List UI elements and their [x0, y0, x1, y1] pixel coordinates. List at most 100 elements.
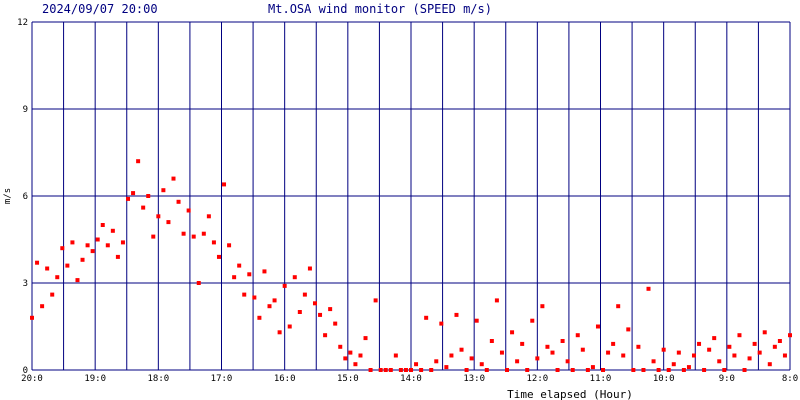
point: [469, 356, 474, 361]
point: [363, 336, 368, 341]
point: [232, 275, 237, 280]
point: [606, 350, 611, 355]
point: [545, 344, 550, 349]
point: [358, 353, 363, 358]
point: [277, 330, 282, 335]
point: [464, 368, 469, 372]
point: [206, 214, 211, 219]
point: [141, 205, 146, 210]
point: [181, 231, 186, 236]
point: [398, 368, 403, 372]
point: [70, 240, 75, 245]
point: [30, 315, 34, 320]
point: [444, 365, 449, 370]
point: [196, 281, 201, 285]
point: [424, 315, 429, 320]
point: [702, 368, 707, 372]
point: [55, 275, 60, 280]
y-tick-label: 3: [23, 279, 28, 289]
point: [621, 353, 626, 358]
point: [449, 353, 454, 358]
point: [247, 272, 252, 277]
point: [388, 368, 393, 372]
point: [555, 368, 560, 372]
point: [510, 330, 515, 335]
point: [732, 353, 737, 358]
point: [474, 318, 479, 323]
point: [65, 263, 70, 268]
point: [626, 327, 631, 332]
point: [479, 362, 484, 367]
point: [697, 341, 702, 346]
point: [257, 315, 262, 320]
point: [216, 254, 221, 259]
point: [535, 356, 540, 361]
point: [35, 260, 40, 265]
point: [393, 353, 398, 358]
point: [136, 159, 141, 164]
point: [515, 359, 520, 364]
point: [686, 365, 691, 370]
point: [484, 368, 489, 372]
point: [585, 368, 590, 372]
y-tick-label: 12: [17, 18, 28, 28]
x-axis-label: Time elapsed (Hour): [507, 388, 633, 400]
point: [115, 254, 120, 259]
x-tick-label: 16:0: [274, 374, 296, 384]
point: [565, 359, 570, 364]
point: [176, 199, 181, 204]
point: [656, 368, 661, 372]
point: [540, 304, 545, 309]
point: [570, 368, 575, 372]
point: [60, 246, 65, 251]
point: [646, 286, 651, 291]
point: [752, 341, 757, 346]
point: [318, 312, 323, 317]
point: [782, 353, 787, 358]
y-axis-label: m/s: [3, 188, 13, 204]
point: [252, 295, 257, 300]
point: [292, 275, 297, 280]
point: [636, 344, 641, 349]
point: [611, 341, 616, 346]
point: [222, 182, 227, 187]
point: [131, 191, 136, 196]
point: [282, 283, 287, 288]
point: [676, 350, 681, 355]
point: [530, 318, 535, 323]
point: [595, 324, 600, 329]
point: [75, 278, 80, 283]
y-tick-label: 9: [23, 105, 28, 115]
point: [191, 234, 196, 239]
point: [777, 339, 782, 343]
x-tick-label: 10:0: [653, 374, 675, 384]
point: [580, 347, 585, 352]
point: [590, 365, 595, 370]
point: [419, 368, 424, 372]
point: [227, 243, 232, 248]
point: [201, 231, 206, 236]
point: [525, 368, 530, 372]
point: [166, 220, 171, 225]
point: [100, 223, 105, 227]
point: [489, 339, 494, 343]
x-tick-label: 8:0: [782, 374, 798, 384]
x-tick-label: 18:0: [147, 374, 169, 384]
point: [105, 243, 110, 248]
point: [717, 359, 722, 364]
x-tick-label: 20:0: [21, 374, 43, 384]
point: [211, 240, 216, 245]
point: [712, 336, 717, 341]
point: [737, 333, 742, 338]
point: [454, 312, 459, 317]
point: [348, 350, 353, 355]
point: [85, 243, 90, 248]
point: [80, 257, 85, 262]
point: [146, 194, 151, 198]
point: [267, 304, 272, 309]
point: [788, 333, 792, 338]
point: [459, 347, 464, 352]
point: [242, 292, 247, 297]
